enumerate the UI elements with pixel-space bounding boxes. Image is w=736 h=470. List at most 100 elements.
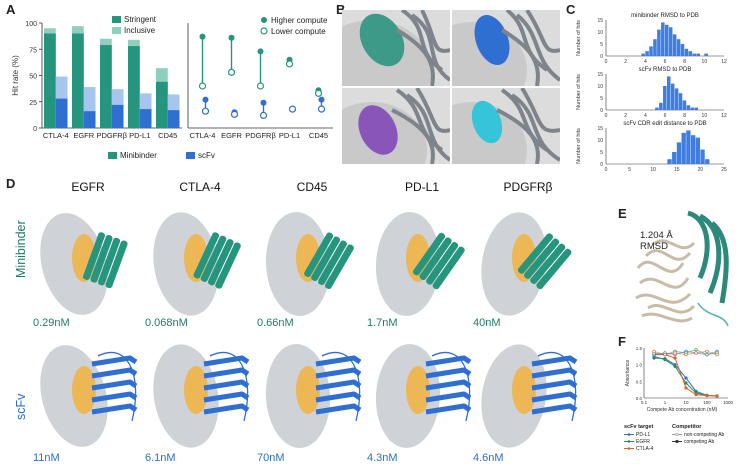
x-tick-label: 6: [664, 113, 667, 119]
helix: [215, 242, 241, 289]
panel-letter-a: A: [6, 2, 16, 17]
point: [694, 393, 698, 397]
legend-inclusive-swatch: [112, 27, 121, 34]
scfv-affinity-1: 6.1nM: [145, 452, 176, 464]
point: [684, 376, 688, 380]
legend-target-label: EGFR: [636, 439, 650, 445]
compute-dot-chart: CTLA-4 EGFR PDGFRβ PD-L1 CD45 Higher compute L…: [187, 16, 333, 140]
y-tick-label: 50: [29, 74, 37, 81]
helix: [105, 240, 128, 289]
legend-stringent-label: Stringent: [124, 15, 157, 24]
category-label: CD45: [309, 131, 328, 140]
y-tick-label: 10: [597, 138, 603, 144]
x-tick-label: 8: [683, 113, 686, 119]
helix: [318, 240, 347, 286]
x-axis-label: Compete Ab concentration (nM): [647, 407, 718, 413]
legend-competitor-title: Competitor: [672, 424, 702, 430]
interface-patch: [72, 366, 96, 414]
minibinder-affinity-4: 40nM: [473, 317, 501, 329]
beta-strand: [203, 367, 250, 379]
histogram-bar: [676, 39, 681, 56]
interface-patch: [184, 366, 208, 414]
target-title-4: PDGFRβ: [503, 180, 553, 194]
row-label-minibinder: Minibinder: [14, 220, 28, 278]
structure-tile-scfv-2: [452, 88, 560, 164]
point: [673, 356, 677, 360]
beta-strand: [91, 391, 138, 403]
loop: [537, 351, 577, 422]
beta-strand: [203, 391, 250, 403]
beta-strand: [203, 355, 250, 367]
dot-scfv-lower: [230, 110, 239, 118]
dot-minibinder-lower: [256, 82, 265, 90]
category-label: CTLA-4: [190, 131, 216, 140]
y-tick-label: 15: [597, 126, 603, 132]
dot-minibinder-lower: [227, 68, 236, 76]
beta-strand: [425, 379, 472, 391]
dot-scfv-lower: [201, 107, 210, 115]
histogram-bar: [668, 27, 673, 56]
minibinder-structure-3: [375, 212, 465, 316]
histogram-bar: [665, 24, 669, 56]
x-tick-label: 0: [605, 167, 608, 172]
helix: [98, 237, 121, 286]
point: [684, 381, 688, 385]
point: [705, 353, 709, 357]
y-tick-label: 0: [600, 108, 603, 114]
histogram-bar: [667, 159, 672, 164]
hit-rate-bar-chart: 0 25 50 75 100 Hit rate (%) CTLA-4 EGFR PDGFRβ PD…: [11, 15, 215, 160]
curve-CTLA-4-competing: [654, 354, 718, 397]
interface-patch: [406, 366, 430, 414]
y-axis-label: Hit rate (%): [11, 55, 20, 96]
legend-lower-swatch: [260, 27, 268, 35]
point: [694, 348, 698, 352]
panel-letter-e: E: [618, 206, 627, 221]
histogram-bar: [696, 53, 700, 56]
x-tick-label: 10: [702, 113, 708, 119]
dot-scfv-higher: [202, 96, 209, 103]
dot-scfv-higher: [260, 99, 267, 106]
legend-stringent-swatch: [112, 16, 121, 23]
x-tick-label: 10: [683, 400, 689, 405]
histogram-bar: [670, 83, 675, 110]
beta-strand: [531, 355, 578, 367]
legend-competitor-dot: [675, 432, 679, 437]
panel-letter-b: B: [336, 2, 346, 17]
dot-minibinder-lower: [314, 89, 323, 97]
point: [663, 353, 667, 357]
category-label: PD-L1: [129, 131, 150, 140]
legend-competitor-label: competing Ab: [684, 439, 715, 445]
bar-minibinder-stringent: [156, 81, 168, 128]
y-tick-label: 10: [597, 30, 603, 36]
target-title-2: CD45: [296, 180, 328, 194]
histogram-bar: [704, 53, 708, 56]
target-title-0: EGFR: [71, 180, 105, 194]
bar-minibinder-stringent: [100, 45, 112, 128]
beta-strand: [315, 391, 362, 403]
bar-scfv-stringent: [55, 98, 68, 128]
dot-scfv-lower: [259, 111, 268, 120]
interface-patch: [296, 366, 320, 414]
y-tick-label: 15: [597, 18, 603, 24]
histogram-bar: [686, 105, 691, 110]
dot-minibinder-higher: [257, 48, 264, 55]
dot-scfv-lower: [288, 105, 297, 113]
y-axis-label: Absorbance: [625, 359, 631, 386]
category-label: EGFR: [73, 131, 94, 140]
legend-scfv-target-title: scFv target: [624, 424, 654, 430]
bar-scfv-stringent: [139, 109, 152, 128]
point: [673, 364, 677, 368]
helix: [426, 241, 459, 285]
y-tick-label: 5: [600, 150, 603, 156]
histogram-bar: [657, 29, 661, 56]
scfv-affinity-3: 4.3nM: [367, 452, 398, 464]
histogram-bar: [641, 53, 645, 56]
panel-letter-c: C: [566, 2, 576, 17]
beta-strand: [425, 355, 472, 367]
point: [694, 351, 698, 355]
helix: [208, 239, 234, 286]
x-tick-label: 15: [674, 167, 680, 172]
category-label: CTLA-4: [43, 131, 69, 140]
bar-minibinder-stringent: [128, 46, 140, 128]
